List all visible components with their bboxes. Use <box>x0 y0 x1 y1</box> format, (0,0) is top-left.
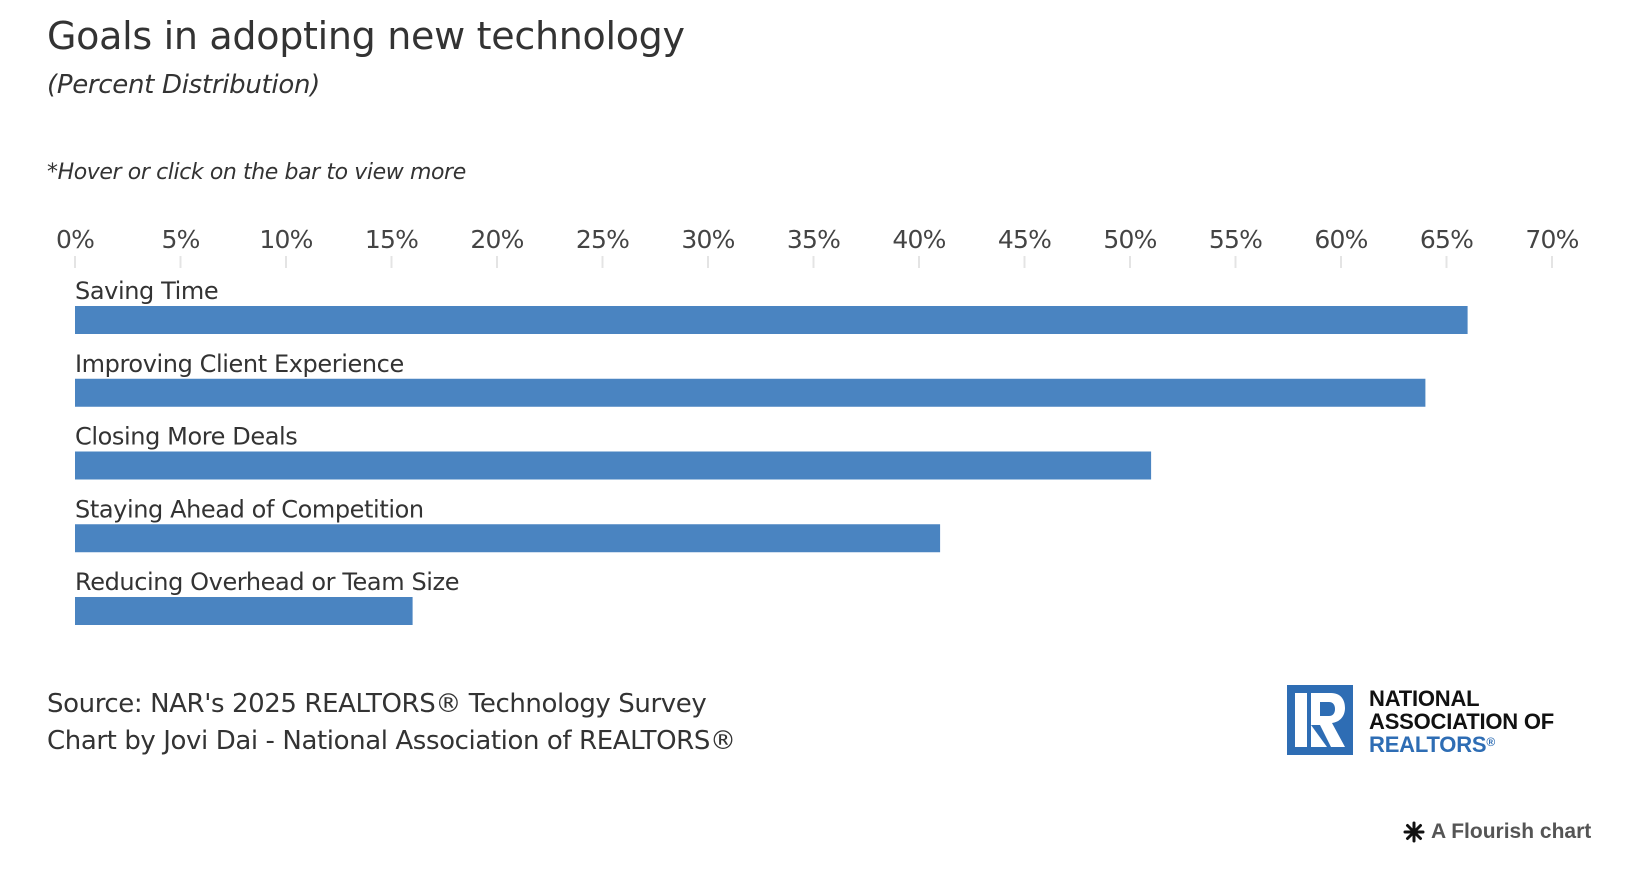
bar-row[interactable]: Staying Ahead of CompetitionStaying Ahea… <box>75 495 941 553</box>
logo-line-2: ASSOCIATION OF <box>1369 709 1555 734</box>
x-tick-label: 35% <box>787 225 840 254</box>
x-tick-label: 5% <box>161 225 199 254</box>
bar[interactable]: Staying Ahead of Competition: 41% <box>75 524 941 553</box>
category-label: Staying Ahead of Competition <box>75 495 424 523</box>
category-label: Improving Client Experience <box>75 350 404 378</box>
bars-group: Saving TimeSaving Time: 66% Improving Cli… <box>75 277 1468 625</box>
hover-note: *Hover or click on the bar to view more <box>47 160 466 185</box>
x-tick-label: 60% <box>1314 225 1367 254</box>
logo-realtors: REALTORS <box>1369 732 1487 757</box>
bar-chart: 0% 5% 10% 15% 20% 25% 30% 35% 40% 45% 50% 55% 60% 65%… <box>56 225 1579 625</box>
bar[interactable]: Closing More Deals: 51% <box>75 451 1152 480</box>
bar[interactable]: Improving Client Experience: 64% <box>75 378 1426 407</box>
bar-row[interactable]: Saving TimeSaving Time: 66% <box>75 277 1468 334</box>
credit-text: Chart by Jovi Dai - National Association… <box>47 726 736 756</box>
x-tick-label: 20% <box>470 225 523 254</box>
logo-wordmark: NATIONAL ASSOCIATION OF REALTORS® <box>1369 687 1554 756</box>
x-tick-label: 40% <box>892 225 945 254</box>
x-axis: 0% 5% 10% 15% 20% 25% 30% 35% 40% 45% 50% 55% 60% 65%… <box>56 225 1579 268</box>
source-text: Source: NAR's 2025 REALTORS® Technology … <box>47 689 707 719</box>
nar-logo: NATIONAL ASSOCIATION OF REALTORS® <box>1287 685 1554 756</box>
flourish-label: A Flourish chart <box>1431 820 1592 843</box>
bar-row[interactable]: Reducing Overhead or Team SizeReducing O… <box>75 568 460 625</box>
bar[interactable]: Reducing Overhead or Team Size: 16% <box>75 597 413 625</box>
logo-line-1: NATIONAL <box>1369 686 1480 711</box>
category-label: Closing More Deals <box>75 423 297 451</box>
x-tick-label: 25% <box>576 225 629 254</box>
flourish-asterisk-icon <box>1403 821 1425 843</box>
logo-line-3: REALTORS® <box>1369 733 1554 756</box>
x-tick-label: 65% <box>1420 225 1473 254</box>
x-tick-label: 0% <box>56 225 94 254</box>
x-tick-label: 50% <box>1103 225 1156 254</box>
chart-subtitle: (Percent Distribution) <box>47 70 320 100</box>
category-label: Reducing Overhead or Team Size <box>75 568 459 596</box>
realtor-r-logo-icon <box>1287 685 1353 755</box>
x-tick-label: 70% <box>1525 225 1578 254</box>
flourish-credit-link[interactable]: A Flourish chart <box>1403 820 1591 844</box>
footer: Source: NAR's 2025 REALTORS® Technology … <box>47 686 736 760</box>
x-tick-label: 30% <box>681 225 734 254</box>
x-tick-label: 15% <box>365 225 418 254</box>
bar[interactable]: Saving Time: 66% <box>75 306 1468 334</box>
bar-row[interactable]: Closing More DealsClosing More Deals: 51… <box>75 423 1152 480</box>
logo-registered-mark: ® <box>1486 735 1496 749</box>
bar-row[interactable]: Improving Client ExperienceImproving Cli… <box>75 350 1426 407</box>
chart-title: Goals in adopting new technology <box>47 14 685 58</box>
x-tick-label: 55% <box>1209 225 1262 254</box>
x-tick-label: 10% <box>259 225 312 254</box>
x-tick-label: 45% <box>998 225 1051 254</box>
category-label: Saving Time <box>75 277 218 305</box>
